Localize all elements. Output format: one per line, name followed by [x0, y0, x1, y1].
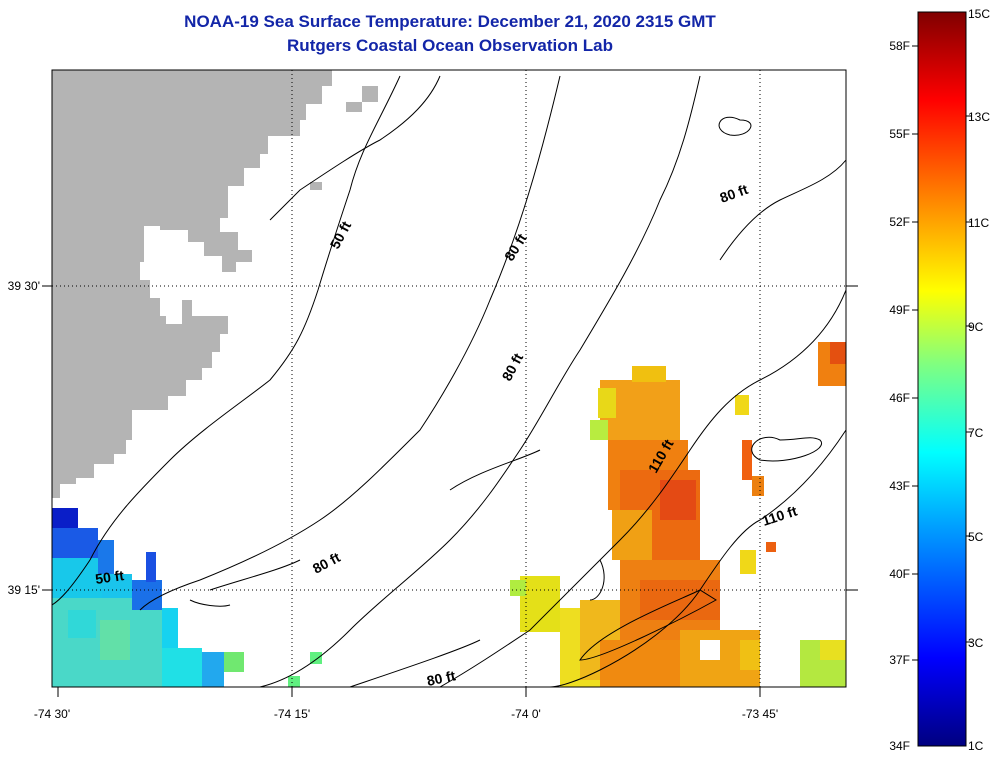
- colorbar-f-label: 34F: [889, 739, 910, 753]
- colorbar: [917, 11, 967, 747]
- lon-tick-label: -74 0': [511, 707, 541, 721]
- colorbar-c-label: 9C: [968, 320, 984, 334]
- contour-label: 80 ft: [425, 667, 457, 689]
- contour-label: 80 ft: [310, 549, 343, 577]
- lon-tick-label: -74 30': [34, 707, 70, 721]
- colorbar-c-label: 1C: [968, 739, 984, 753]
- colorbar-c-label: 3C: [968, 636, 984, 650]
- colorbar-f-label: 40F: [889, 567, 910, 581]
- lon-tick-label: -73 45': [742, 707, 778, 721]
- land-area: [52, 70, 332, 498]
- sst-warm-region: [510, 342, 846, 687]
- contour-label: 110 ft: [760, 502, 799, 528]
- contour-label: 50 ft: [94, 567, 125, 587]
- map-frame: [51, 69, 847, 688]
- lon-tick-label: -74 15': [274, 707, 310, 721]
- colorbar-c-label: 15C: [968, 7, 990, 21]
- contour-label: 50 ft: [327, 218, 355, 251]
- map-gridlines: [52, 70, 846, 687]
- land-patch: [362, 86, 378, 102]
- land-patch: [96, 328, 136, 348]
- colorbar-c-label: 5C: [968, 530, 984, 544]
- map-title: NOAA-19 Sea Surface Temperature: Decembe…: [184, 12, 716, 31]
- contour-label: 80 ft: [499, 350, 527, 383]
- colorbar-f-label: 46F: [889, 391, 910, 405]
- axis-ticks: [42, 285, 858, 697]
- colorbar-f-label: 58F: [889, 39, 910, 53]
- land-patch: [310, 182, 322, 190]
- colorbar-c-label: 11C: [968, 216, 989, 230]
- map-subtitle: Rutgers Coastal Ocean Observation Lab: [287, 36, 613, 55]
- colorbar-c-label: 7C: [968, 426, 984, 440]
- colorbar-f-label: 43F: [889, 479, 910, 493]
- lat-tick-label: 39 30': [8, 279, 40, 293]
- lat-tick-label: 39 15': [8, 583, 40, 597]
- colorbar-f-label: 49F: [889, 303, 910, 317]
- colorbar-c-label: 13C: [968, 110, 990, 124]
- colorbar-f-label: 37F: [889, 653, 910, 667]
- contour-label: 80 ft: [718, 181, 751, 206]
- colorbar-ticks: [912, 45, 972, 661]
- land-patch: [126, 396, 144, 410]
- sst-cold-region: [52, 508, 322, 687]
- bathymetry-contours: [52, 75, 846, 687]
- colorbar-f-label: 52F: [889, 215, 910, 229]
- colorbar-f-label: 55F: [889, 127, 910, 141]
- land-patch: [346, 102, 362, 112]
- land-patch: [96, 350, 118, 374]
